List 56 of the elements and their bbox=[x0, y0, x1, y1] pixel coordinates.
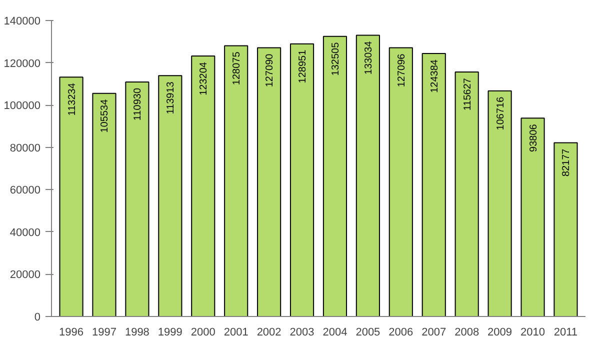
y-tick-label: 140000 bbox=[4, 16, 41, 28]
x-tick-label: 1998 bbox=[124, 326, 150, 338]
x-tick-label: 2007 bbox=[422, 326, 446, 338]
data-label: 113234 bbox=[66, 82, 78, 116]
bar bbox=[290, 43, 314, 316]
y-tick-label: 120000 bbox=[4, 58, 41, 70]
x-tick-label: 2005 bbox=[356, 326, 380, 338]
data-label: 132505 bbox=[330, 42, 342, 76]
data-label: 106716 bbox=[495, 96, 506, 130]
bar bbox=[191, 56, 216, 316]
bar bbox=[322, 36, 348, 316]
x-tick-label: 2011 bbox=[554, 326, 578, 338]
bar bbox=[554, 142, 578, 316]
bar bbox=[158, 75, 182, 316]
data-label: 82177 bbox=[561, 148, 572, 177]
x-tick-label: 2001 bbox=[224, 326, 248, 338]
y-tick-label: 0 bbox=[34, 312, 41, 324]
x-tick-label: 2004 bbox=[322, 326, 348, 338]
x-tick-label: 1997 bbox=[92, 326, 116, 338]
x-tick-label: 2006 bbox=[388, 326, 414, 338]
y-tick-label: 60000 bbox=[10, 184, 41, 197]
y-tick-label: 100000 bbox=[4, 100, 41, 112]
data-label: 123204 bbox=[198, 62, 210, 96]
data-label: 128951 bbox=[298, 49, 309, 84]
data-label: 128075 bbox=[232, 51, 243, 86]
x-tick-label: 2009 bbox=[488, 326, 512, 338]
x-tick-label: 1996 bbox=[59, 326, 84, 338]
x-tick-label: 2003 bbox=[290, 326, 314, 338]
x-tick-label: 2008 bbox=[454, 326, 480, 338]
data-label: 113913 bbox=[166, 81, 177, 114]
data-label: 124384 bbox=[429, 59, 440, 93]
bar bbox=[520, 118, 545, 316]
bar bbox=[59, 76, 84, 316]
y-tick-label: 20000 bbox=[10, 269, 41, 282]
x-tick-label: 2002 bbox=[256, 326, 282, 338]
data-label: 93806 bbox=[528, 124, 540, 152]
y-tick-label: 40000 bbox=[10, 226, 41, 239]
bar bbox=[92, 92, 116, 316]
bar bbox=[257, 47, 282, 316]
x-tick-label: 1999 bbox=[158, 326, 182, 338]
bar bbox=[356, 34, 380, 316]
data-label: 105534 bbox=[100, 98, 111, 133]
x-tick-label: 2000 bbox=[190, 326, 216, 338]
data-label: 133034 bbox=[363, 40, 374, 75]
bar bbox=[422, 53, 446, 316]
bar bbox=[454, 72, 479, 316]
bar bbox=[224, 45, 248, 316]
y-tick-label: 80000 bbox=[10, 142, 41, 154]
bar bbox=[488, 90, 512, 316]
data-label: 127096 bbox=[396, 53, 408, 88]
data-label: 115627 bbox=[462, 78, 474, 111]
x-tick-label: 2010 bbox=[520, 326, 546, 338]
bar bbox=[388, 47, 413, 316]
bar bbox=[125, 81, 150, 316]
data-label: 127090 bbox=[264, 53, 276, 88]
data-label: 110930 bbox=[132, 88, 144, 121]
